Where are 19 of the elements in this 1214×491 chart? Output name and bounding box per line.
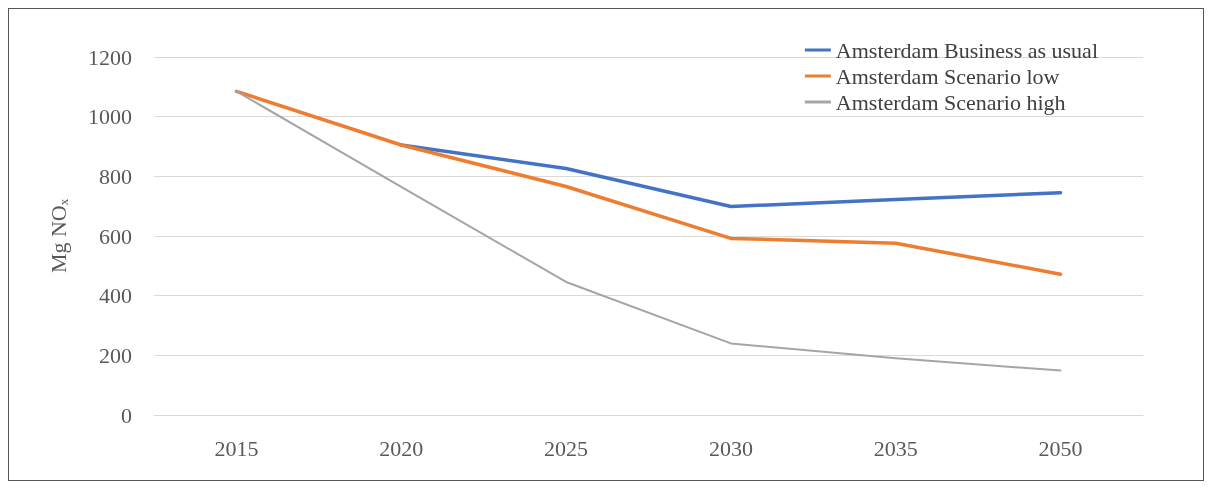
x-tick-label: 2025 <box>544 435 589 461</box>
x-tick-label: 2020 <box>379 435 424 461</box>
legend-label: Amsterdam Scenario high <box>835 89 1066 115</box>
y-tick-label: 1200 <box>88 44 132 70</box>
y-tick-label: 1000 <box>88 104 132 130</box>
line-series <box>234 89 1063 276</box>
legend-label: Amsterdam Business as usual <box>835 37 1099 63</box>
y-tick-label: 400 <box>99 283 132 309</box>
y-tick-label: 800 <box>99 163 132 189</box>
y-tick-label: 0 <box>121 402 132 428</box>
x-tick-label: 2035 <box>873 435 918 461</box>
x-tick-label: 2050 <box>1038 435 1083 461</box>
legend-label: Amsterdam Scenario low <box>835 63 1060 89</box>
x-tick-label: 2030 <box>708 435 753 461</box>
y-tick-label: 200 <box>99 342 132 368</box>
x-tick-label: 2015 <box>214 435 259 461</box>
y-axis-title: Mg NOₓ <box>45 198 71 274</box>
y-tick-label: 600 <box>99 223 132 249</box>
line-series <box>399 143 1063 209</box>
